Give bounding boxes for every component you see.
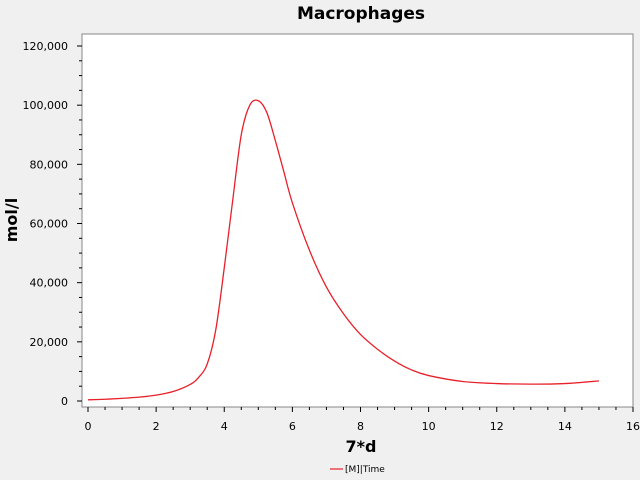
chart-title: Macrophages	[297, 4, 425, 24]
x-tick-label: 0	[85, 420, 92, 433]
x-tick-label: 14	[558, 420, 572, 433]
y-tick-label: 120,000	[23, 40, 69, 53]
series-layer	[87, 99, 599, 401]
plot-area	[81, 33, 634, 408]
series-line	[87, 99, 599, 401]
y-axis-title: mol/l	[2, 198, 21, 242]
y-tick-label: 100,000	[23, 99, 69, 112]
x-tick-label: 8	[357, 420, 364, 433]
y-tick-label: 40,000	[30, 277, 69, 290]
y-tick-label: 20,000	[30, 336, 69, 349]
y-tick-label: 80,000	[30, 158, 69, 171]
x-tick-label: 10	[422, 420, 436, 433]
x-axis-title: 7*d	[346, 437, 377, 456]
y-axis: 0 20,000 40,000 60,000 80,000 100,000 120,000	[23, 40, 82, 408]
y-tick-label: 0	[61, 395, 68, 408]
x-tick-label: 2	[153, 420, 160, 433]
x-tick-label: 4	[221, 420, 228, 433]
y-tick-label: 60,000	[30, 218, 69, 231]
legend: [M]|Time	[330, 465, 385, 475]
legend-label: [M]|Time	[345, 465, 385, 475]
x-tick-label: 12	[490, 420, 504, 433]
x-axis: 0 2 4 6 8 10 12 14 16	[85, 407, 640, 433]
x-tick-label: 6	[289, 420, 296, 433]
x-tick-label: 16	[626, 420, 640, 433]
